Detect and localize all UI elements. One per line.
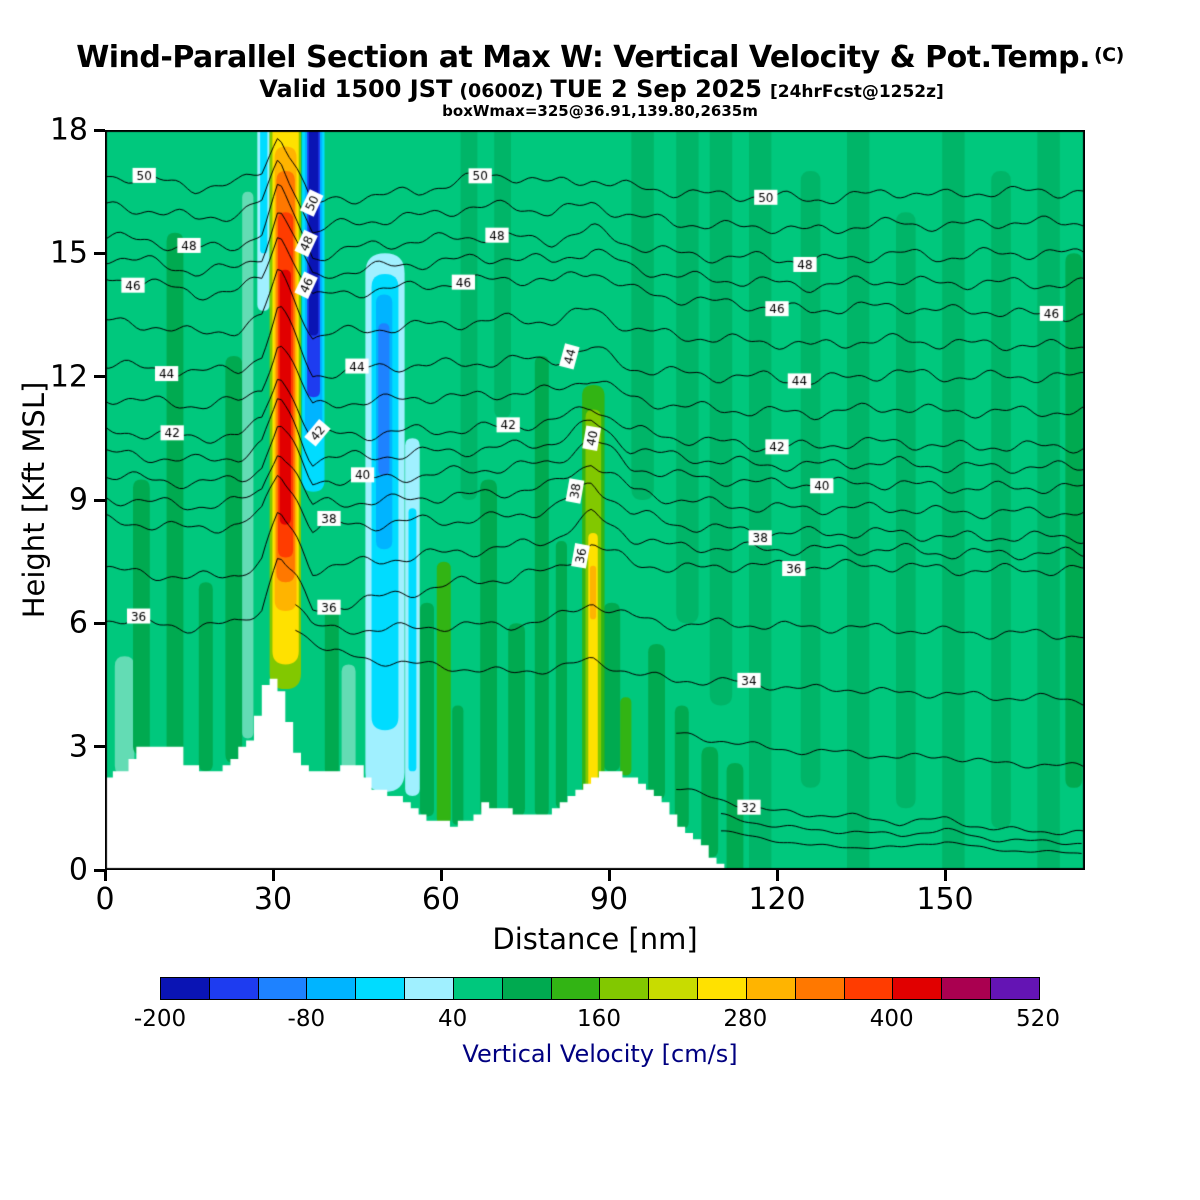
colorbar-tick-label: -80 bbox=[287, 1006, 326, 1032]
y-axis-tick bbox=[94, 621, 105, 625]
colorbar bbox=[160, 977, 1040, 1000]
title-text: Wind-Parallel Section at Max W: Vertical… bbox=[76, 40, 1090, 75]
y-axis-tick bbox=[94, 868, 105, 872]
valid-time-line: Valid 1500 JST (0600Z) TUE 2 Sep 2025 [24hr… bbox=[0, 75, 1200, 103]
colorbar-tick-label: 40 bbox=[438, 1006, 468, 1032]
colorbar-segment bbox=[307, 978, 357, 999]
valid-date: TUE 2 Sep 2025 bbox=[550, 75, 762, 103]
colorbar-tick-label: 280 bbox=[723, 1006, 768, 1032]
x-tick-label: 120 bbox=[748, 882, 806, 917]
x-tick-label: 60 bbox=[421, 882, 461, 917]
colorbar-segment bbox=[893, 978, 943, 999]
y-axis-tick bbox=[94, 251, 105, 255]
y-axis-tick bbox=[94, 498, 105, 502]
colorbar-tick-label: -200 bbox=[133, 1006, 187, 1032]
colorbar-segment bbox=[356, 978, 406, 999]
y-tick-label: 18 bbox=[49, 112, 88, 148]
page-title: Wind-Parallel Section at Max W: Vertical… bbox=[0, 40, 1200, 75]
x-tick-label: 30 bbox=[253, 882, 293, 917]
x-axis-tick bbox=[271, 870, 275, 881]
valid-prefix: Valid 1500 JST bbox=[259, 75, 453, 103]
x-axis-tick bbox=[943, 870, 947, 881]
y-axis-label: Height [Kft MSL] bbox=[17, 381, 51, 619]
colorbar-segment bbox=[698, 978, 747, 999]
y-axis-tick bbox=[94, 745, 105, 749]
x-tick-label: 150 bbox=[916, 882, 974, 917]
y-tick-label: 9 bbox=[68, 482, 88, 518]
y-tick-label: 15 bbox=[49, 235, 88, 271]
colorbar-segment bbox=[649, 978, 699, 999]
colorbar-segment bbox=[161, 978, 210, 999]
x-tick-label: 0 bbox=[95, 882, 115, 917]
y-axis-tick bbox=[94, 375, 105, 379]
valid-zulu: (0600Z) bbox=[459, 80, 544, 102]
forecast-tag: [24hrFcst@1252z] bbox=[769, 82, 944, 102]
colorbar-segment bbox=[209, 978, 259, 999]
colorbar-tick-label: 520 bbox=[1016, 1006, 1060, 1032]
y-axis-tick bbox=[94, 128, 105, 132]
colorbar-segment bbox=[844, 978, 894, 999]
colorbar-tick-label: 160 bbox=[577, 1006, 621, 1032]
colorbar-segment bbox=[258, 978, 308, 999]
y-tick-label: 0 bbox=[68, 852, 88, 888]
colorbar-segment bbox=[942, 978, 992, 999]
y-tick-label: 3 bbox=[68, 729, 88, 765]
title-units: (C) bbox=[1093, 44, 1124, 66]
colorbar-segment bbox=[551, 978, 601, 999]
colorbar-segment bbox=[991, 978, 1039, 999]
x-axis-tick bbox=[103, 870, 107, 881]
x-tick-label: 90 bbox=[589, 882, 629, 917]
colorbar-segment bbox=[746, 978, 796, 999]
x-axis-tick bbox=[607, 870, 611, 881]
cross-section-canvas bbox=[105, 130, 1085, 870]
y-tick-label: 12 bbox=[49, 359, 88, 395]
y-tick-label: 6 bbox=[68, 605, 88, 641]
colorbar-segment bbox=[502, 978, 552, 999]
x-axis-label: Distance [nm] bbox=[492, 922, 698, 956]
colorbar-segment bbox=[600, 978, 650, 999]
colorbar-tick-label: 400 bbox=[869, 1006, 914, 1032]
colorbar-segment bbox=[405, 978, 454, 999]
x-axis-tick bbox=[775, 870, 779, 881]
colorbar-label: Vertical Velocity [cm/s] bbox=[462, 1040, 738, 1068]
x-axis-tick bbox=[439, 870, 443, 881]
colorbar-segment bbox=[453, 978, 503, 999]
wmax-annotation: boxWmax=325@36.91,139.80,2635m bbox=[442, 102, 758, 120]
colorbar-segment bbox=[795, 978, 845, 999]
